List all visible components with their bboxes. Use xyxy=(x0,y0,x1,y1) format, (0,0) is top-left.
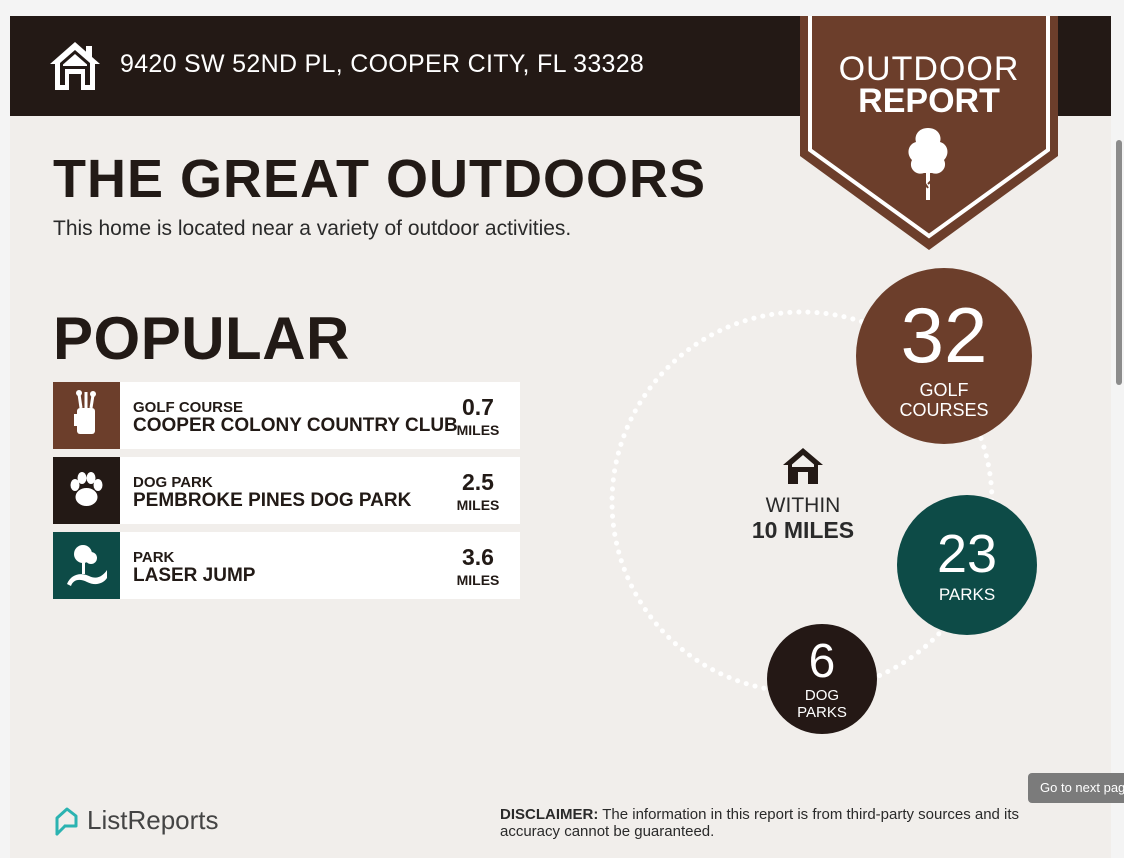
next-page-button[interactable]: Go to next pag xyxy=(1028,773,1124,803)
dog-parks-count-circle: 6 DOG PARKS xyxy=(767,624,877,734)
disclaimer: DISCLAIMER: The information in this repo… xyxy=(500,806,1080,840)
item-category: GOLF COURSE xyxy=(133,399,244,416)
popular-item-dog-park: DOG PARK PEMBROKE PINES DOG PARK 2.5 MIL… xyxy=(53,457,520,524)
item-distance: 2.5 xyxy=(462,469,494,495)
dog-parks-label-line2: PARKS xyxy=(797,703,847,721)
item-distance: 3.6 xyxy=(462,544,494,570)
badge-title-line2: REPORT xyxy=(858,82,1000,120)
item-name: COOPER COLONY COUNTRY CLUB xyxy=(133,415,458,436)
dog-parks-count: 6 xyxy=(808,635,836,688)
home-icon xyxy=(50,42,100,90)
paw-icon xyxy=(70,472,103,506)
tree-icon xyxy=(908,128,948,200)
property-address: 9420 SW 52ND PL, COOPER CITY, FL 33328 xyxy=(120,50,645,78)
radius-within-label: WITHIN xyxy=(765,494,841,517)
golf-icon-tile xyxy=(53,382,120,449)
disclaimer-text: The information in this report is from t… xyxy=(500,806,1020,840)
listreports-logo-icon xyxy=(55,807,78,836)
page-title: THE GREAT OUTDOORS xyxy=(53,149,707,209)
golf-courses-count: 32 xyxy=(900,291,988,379)
parks-count-circle: 23 PARKS xyxy=(897,495,1037,635)
dog-parks-label-line1: DOG xyxy=(804,687,840,704)
vertical-scrollbar[interactable] xyxy=(1116,140,1122,385)
item-distance-unit: MILES xyxy=(456,422,500,438)
popular-heading: POPULAR xyxy=(53,305,350,372)
item-category: DOG PARK xyxy=(133,474,213,491)
item-distance-unit: MILES xyxy=(456,497,500,513)
house-icon xyxy=(783,448,823,484)
parks-label: PARKS xyxy=(938,585,996,604)
golf-courses-label-line2: COURSES xyxy=(899,400,989,421)
brand-name: ListReports xyxy=(87,805,219,835)
golf-bag-icon xyxy=(74,390,96,434)
dog-park-icon-tile xyxy=(53,457,120,524)
dog-parks-label: DOG PARKS xyxy=(767,687,877,722)
radius-distance-label: 10 MILES xyxy=(751,517,855,543)
badge-title-line1: OUTDOOR xyxy=(838,50,1020,88)
popular-item-golf: GOLF COURSE COOPER COLONY COUNTRY CLUB 0… xyxy=(53,382,520,449)
item-name: LASER JUMP xyxy=(133,565,256,586)
report-page: 9420 SW 52ND PL, COOPER CITY, FL 33328 O… xyxy=(10,16,1111,858)
item-distance-unit: MILES xyxy=(456,572,500,588)
page-subtitle: This home is located near a variety of o… xyxy=(53,217,572,240)
item-category: PARK xyxy=(133,549,175,566)
golf-courses-label-line1: GOLF xyxy=(919,380,969,400)
popular-item-park: PARK LASER JUMP 3.6 MILES xyxy=(53,532,520,599)
parks-count: 23 xyxy=(936,524,998,584)
golf-courses-count-circle: 32 GOLF COURSES xyxy=(856,268,1032,444)
park-icon xyxy=(67,545,107,586)
park-icon-tile xyxy=(53,532,120,599)
golf-courses-label: GOLF COURSES xyxy=(856,380,1032,420)
disclaimer-label: DISCLAIMER: xyxy=(500,806,599,823)
item-name: PEMBROKE PINES DOG PARK xyxy=(133,490,412,511)
item-distance: 0.7 xyxy=(462,394,494,420)
